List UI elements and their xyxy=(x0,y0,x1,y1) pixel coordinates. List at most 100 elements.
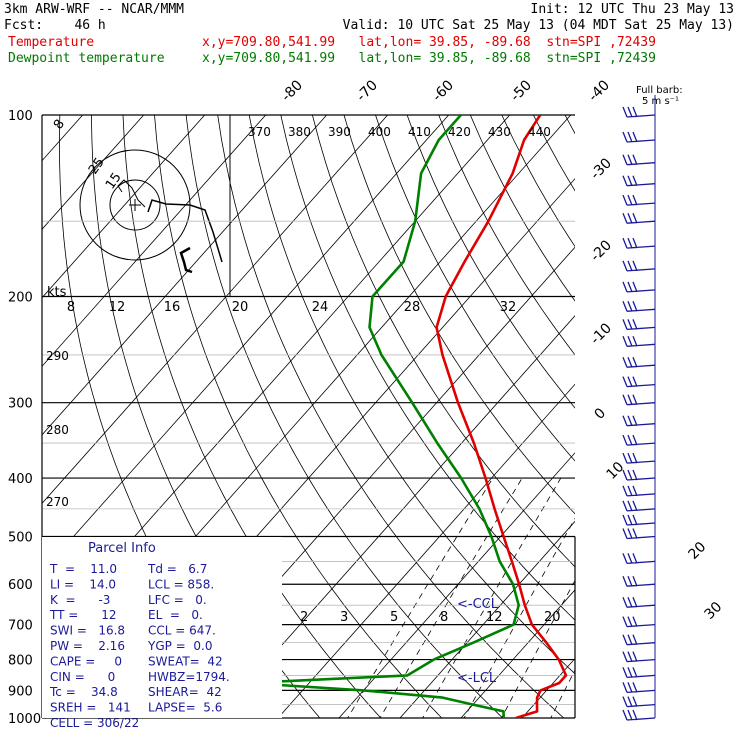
wind-barb xyxy=(622,596,656,608)
pressure-tick-label: 200 xyxy=(8,291,33,306)
parcel-info-value: LCL = 858. xyxy=(148,577,214,591)
dry-adiabat-line xyxy=(406,115,575,409)
wind-barb xyxy=(622,281,656,293)
isotherm-right-label: -30 xyxy=(588,155,615,182)
parcel-info-value: HWBZ=1794. xyxy=(148,670,230,684)
parcel-info-title: Parcel Info xyxy=(88,541,156,556)
wind-barb xyxy=(622,106,656,118)
temperature-profile-line xyxy=(435,115,568,718)
wind-barb xyxy=(622,528,656,540)
isotherm-right-label: 20 xyxy=(686,539,710,563)
hodograph-speed-label: 8 xyxy=(67,300,75,315)
dry-adiabat-line xyxy=(501,115,575,248)
wind-barb xyxy=(622,301,656,312)
wind-barb xyxy=(622,651,656,663)
parcel-info-value: SHEAR= 42 xyxy=(148,685,222,699)
theta-label: 400 xyxy=(368,125,391,139)
pressure-tick-label: 400 xyxy=(8,472,33,487)
header-line2-right: Valid: 10 UTC Sat 25 May 13 (04 MDT Sat … xyxy=(342,18,734,33)
pressure-tick-label: 1000 xyxy=(8,712,41,727)
wind-barbs: Full barb:5 m s⁻¹ xyxy=(622,85,683,721)
wind-barb xyxy=(622,415,656,427)
parcel-info-background xyxy=(42,537,282,718)
isotherm-line xyxy=(277,383,575,718)
wind-barb xyxy=(622,319,656,331)
parcel-info-box: Parcel Info T = 11.0 Td = 6.7 LI = 14.0 LCL … xyxy=(42,537,282,730)
theta-label: 380 xyxy=(288,125,311,139)
wind-barb xyxy=(622,212,656,224)
dewpoint-location-info: x,y=709.80,541.99 lat,lon= 39.85, -89.68… xyxy=(202,51,656,66)
pressure-tick-label: 500 xyxy=(8,530,33,545)
wind-barb xyxy=(622,260,656,272)
theta-label: 430 xyxy=(488,125,511,139)
isotherm-top-label: -70 xyxy=(354,77,381,104)
hodograph-trace xyxy=(147,199,223,263)
dry-adiabat-line xyxy=(704,87,740,730)
mixing-ratio-label: 3 xyxy=(340,610,348,625)
isotherm-line xyxy=(521,657,575,718)
wind-barb xyxy=(622,175,656,187)
parcel-info-value: EL = 0. xyxy=(148,608,203,622)
isotherm-line xyxy=(216,315,575,718)
hodograph-speed-label: 24 xyxy=(312,300,329,315)
isotherm-line xyxy=(42,115,267,367)
wind-barb xyxy=(622,575,656,587)
isotherm-line xyxy=(694,87,740,730)
hodograph-speed-label: 32 xyxy=(500,300,517,315)
pressure-tick-label: 900 xyxy=(8,684,33,699)
mixing-ratio-line xyxy=(501,579,575,718)
isotherm-line xyxy=(42,115,206,299)
dry-adiabat-line xyxy=(248,115,575,675)
parcel-info-value: CELL = 306/22 xyxy=(50,716,139,730)
theta-label: 370 xyxy=(248,125,271,139)
parcel-info-value: CCL = 647. xyxy=(148,624,216,638)
mixing-ratio-label: 20 xyxy=(544,610,561,625)
wind-barb xyxy=(622,500,656,512)
isotherm-line xyxy=(42,115,389,504)
wind-barb xyxy=(622,336,656,347)
pressure-tick-label: 300 xyxy=(8,397,33,412)
mixing-ratio-line xyxy=(422,477,562,718)
theta-label: 390 xyxy=(328,125,351,139)
parcel-info-value: LAPSE= 5.6 xyxy=(148,701,222,715)
theta-label: 440 xyxy=(528,125,551,139)
isotherm-line xyxy=(42,115,328,436)
wind-barb xyxy=(622,434,656,446)
wind-barb xyxy=(622,469,656,481)
mixing-ratio-line xyxy=(463,517,575,718)
mixing-ratio-line xyxy=(379,477,523,718)
isotherm-right-label: -10 xyxy=(588,320,615,347)
wind-barb xyxy=(622,696,656,708)
wind-barb xyxy=(622,514,656,526)
isotherm-top-label: -50 xyxy=(508,77,535,104)
pressure-tick-label: 600 xyxy=(8,578,33,593)
theta-left-label: 290 xyxy=(46,349,69,363)
wind-barb xyxy=(622,553,656,565)
mixing-ratio-line xyxy=(347,477,494,718)
dry-adiabat-line xyxy=(674,87,740,730)
parcel-info-value: SWI = 16.8 xyxy=(50,624,125,638)
isotherm-right-label: 0 xyxy=(592,405,610,423)
hodograph-center-icon xyxy=(129,199,141,211)
full-barb-label: Full barb: xyxy=(636,85,683,96)
header-line1-right: Init: 12 UTC Thu 23 May 13 xyxy=(530,2,735,17)
theta-left-label: 270 xyxy=(46,495,69,509)
full-barb-units: 5 m s⁻¹ xyxy=(642,96,679,107)
parcel-info-value: PW = 2.16 xyxy=(50,639,125,653)
isotherm-line xyxy=(399,520,575,718)
header-line2-left: Fcst: 46 h xyxy=(4,18,106,33)
wind-barb xyxy=(622,394,656,406)
isotherm-line xyxy=(42,115,145,230)
mixing-ratio-label: 2 xyxy=(300,610,308,625)
isotherm-right-label: -20 xyxy=(588,237,615,264)
wind-barb xyxy=(622,376,656,388)
hodograph-ring xyxy=(109,179,161,231)
parcel-info-value: Tc = 34.8 xyxy=(49,685,118,699)
dry-adiabat-line xyxy=(438,115,575,356)
hodograph-speed-label: 16 xyxy=(164,300,181,315)
mixing-ratio-label: 5 xyxy=(390,610,398,625)
theta-left-label: 280 xyxy=(46,423,69,437)
wind-barb xyxy=(622,667,656,679)
isotherm-right-label: 30 xyxy=(702,599,726,623)
